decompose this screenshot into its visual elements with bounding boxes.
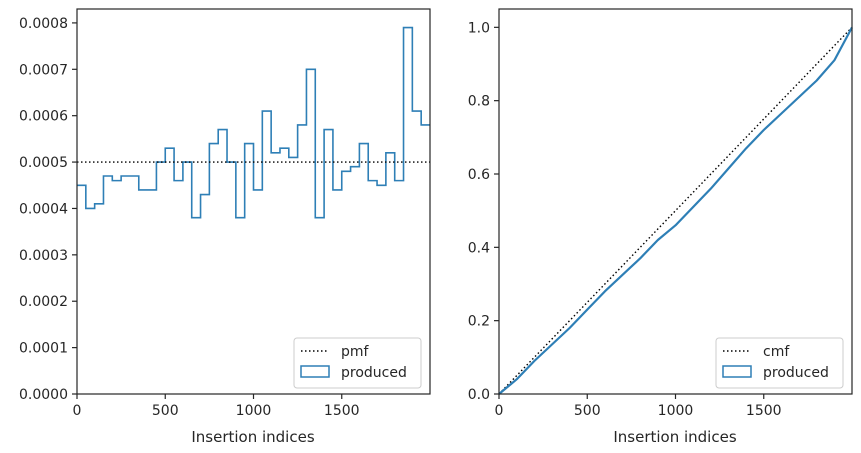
y-tick-label: 0.6 (468, 167, 490, 183)
legend-produced-label: produced (763, 365, 829, 381)
x-tick-label: 500 (574, 403, 601, 419)
plot-frame (76, 8, 431, 395)
x-tick-label: 1500 (746, 403, 782, 419)
y-tick-label: 0.0005 (19, 155, 68, 171)
x-axis-label: Insertion indices (613, 428, 736, 446)
legend: pmf produced (293, 337, 422, 389)
y-tick-label: 0.0002 (19, 294, 68, 310)
y-tick-label: 0.0001 (19, 341, 68, 357)
y-tick-label: 1.0 (468, 20, 490, 36)
produced-cdf-line (498, 26, 853, 395)
x-tick-label: 1000 (658, 403, 694, 419)
y-tick-label: 0.0000 (19, 387, 68, 403)
legend-cmf-label: cmf (763, 344, 790, 360)
y-tick-label: 0.0004 (19, 201, 68, 217)
produced-step-line (77, 26, 430, 219)
y-tick-label: 0.0 (468, 387, 490, 403)
y-tick-label: 0.0003 (19, 248, 68, 264)
y-tick-label: 0.2 (468, 314, 490, 330)
legend-produced-swatch (300, 365, 330, 378)
legend-pmf-label: pmf (341, 344, 370, 360)
x-tick-label: 1500 (324, 403, 360, 419)
plot-frame (498, 8, 853, 395)
x-tick-label: 500 (152, 403, 179, 419)
y-tick-label: 0.8 (468, 94, 490, 110)
cmf-reference-line (498, 26, 853, 395)
y-tick-label: 0.4 (468, 240, 490, 256)
legend-produced-swatch (722, 365, 752, 378)
y-tick-label: 0.0008 (19, 16, 68, 32)
x-tick-label: 1000 (236, 403, 272, 419)
y-tick-label: 0.0007 (19, 62, 68, 78)
cmf-line-panel: 0.0 0.2 0.4 0.6 0.8 1.0 0 500 1000 1500 Insertio… (468, 8, 853, 446)
legend: cmf produced (715, 337, 844, 389)
pmf-histogram-panel: 0.0000 0.0001 0.0002 0.0003 0.0004 0.0005 0.00… (19, 8, 431, 446)
x-tick-label: 0 (495, 403, 504, 419)
legend-produced-label: produced (341, 365, 407, 381)
x-tick-label: 0 (73, 403, 82, 419)
x-axis-label: Insertion indices (191, 428, 314, 446)
y-tick-label: 0.0006 (19, 109, 68, 125)
